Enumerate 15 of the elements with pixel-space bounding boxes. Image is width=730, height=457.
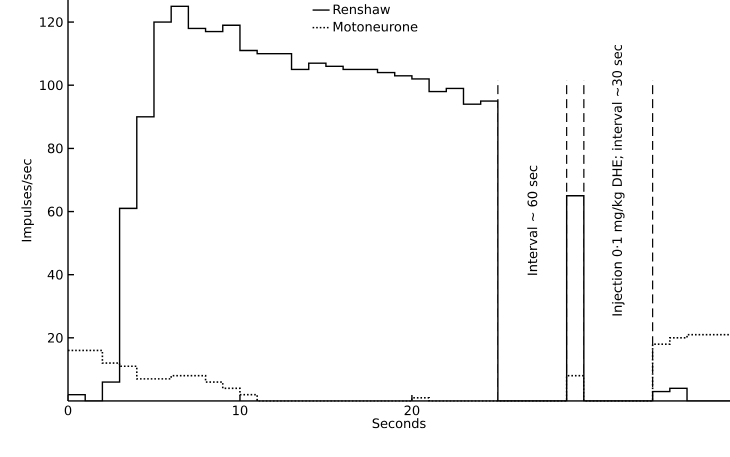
x-axis-title: Seconds [372, 418, 426, 428]
y-tick-label: 80 [48, 143, 63, 154]
legend-label: Renshaw [334, 4, 390, 14]
annotation: Injection 0·1 mg/kg DHE; interval ∼30 sec [612, 44, 625, 316]
legend-label: Motoneurone [334, 22, 418, 32]
y-tick-label: 40 [48, 270, 63, 280]
x-tick-label: 0 [64, 406, 72, 416]
y-tick-label: 100 [40, 80, 63, 90]
y-axis-title: Impulses/sec [21, 159, 34, 242]
y-tick-label: 120 [40, 17, 63, 27]
x-tick-label: 10 [233, 406, 248, 416]
x-tick-label: 20 [404, 406, 420, 416]
annotation: Interval ∼ 60 sec [527, 166, 538, 275]
y-tick-label: 60 [48, 206, 63, 216]
y-tick-label: 20 [48, 332, 63, 343]
